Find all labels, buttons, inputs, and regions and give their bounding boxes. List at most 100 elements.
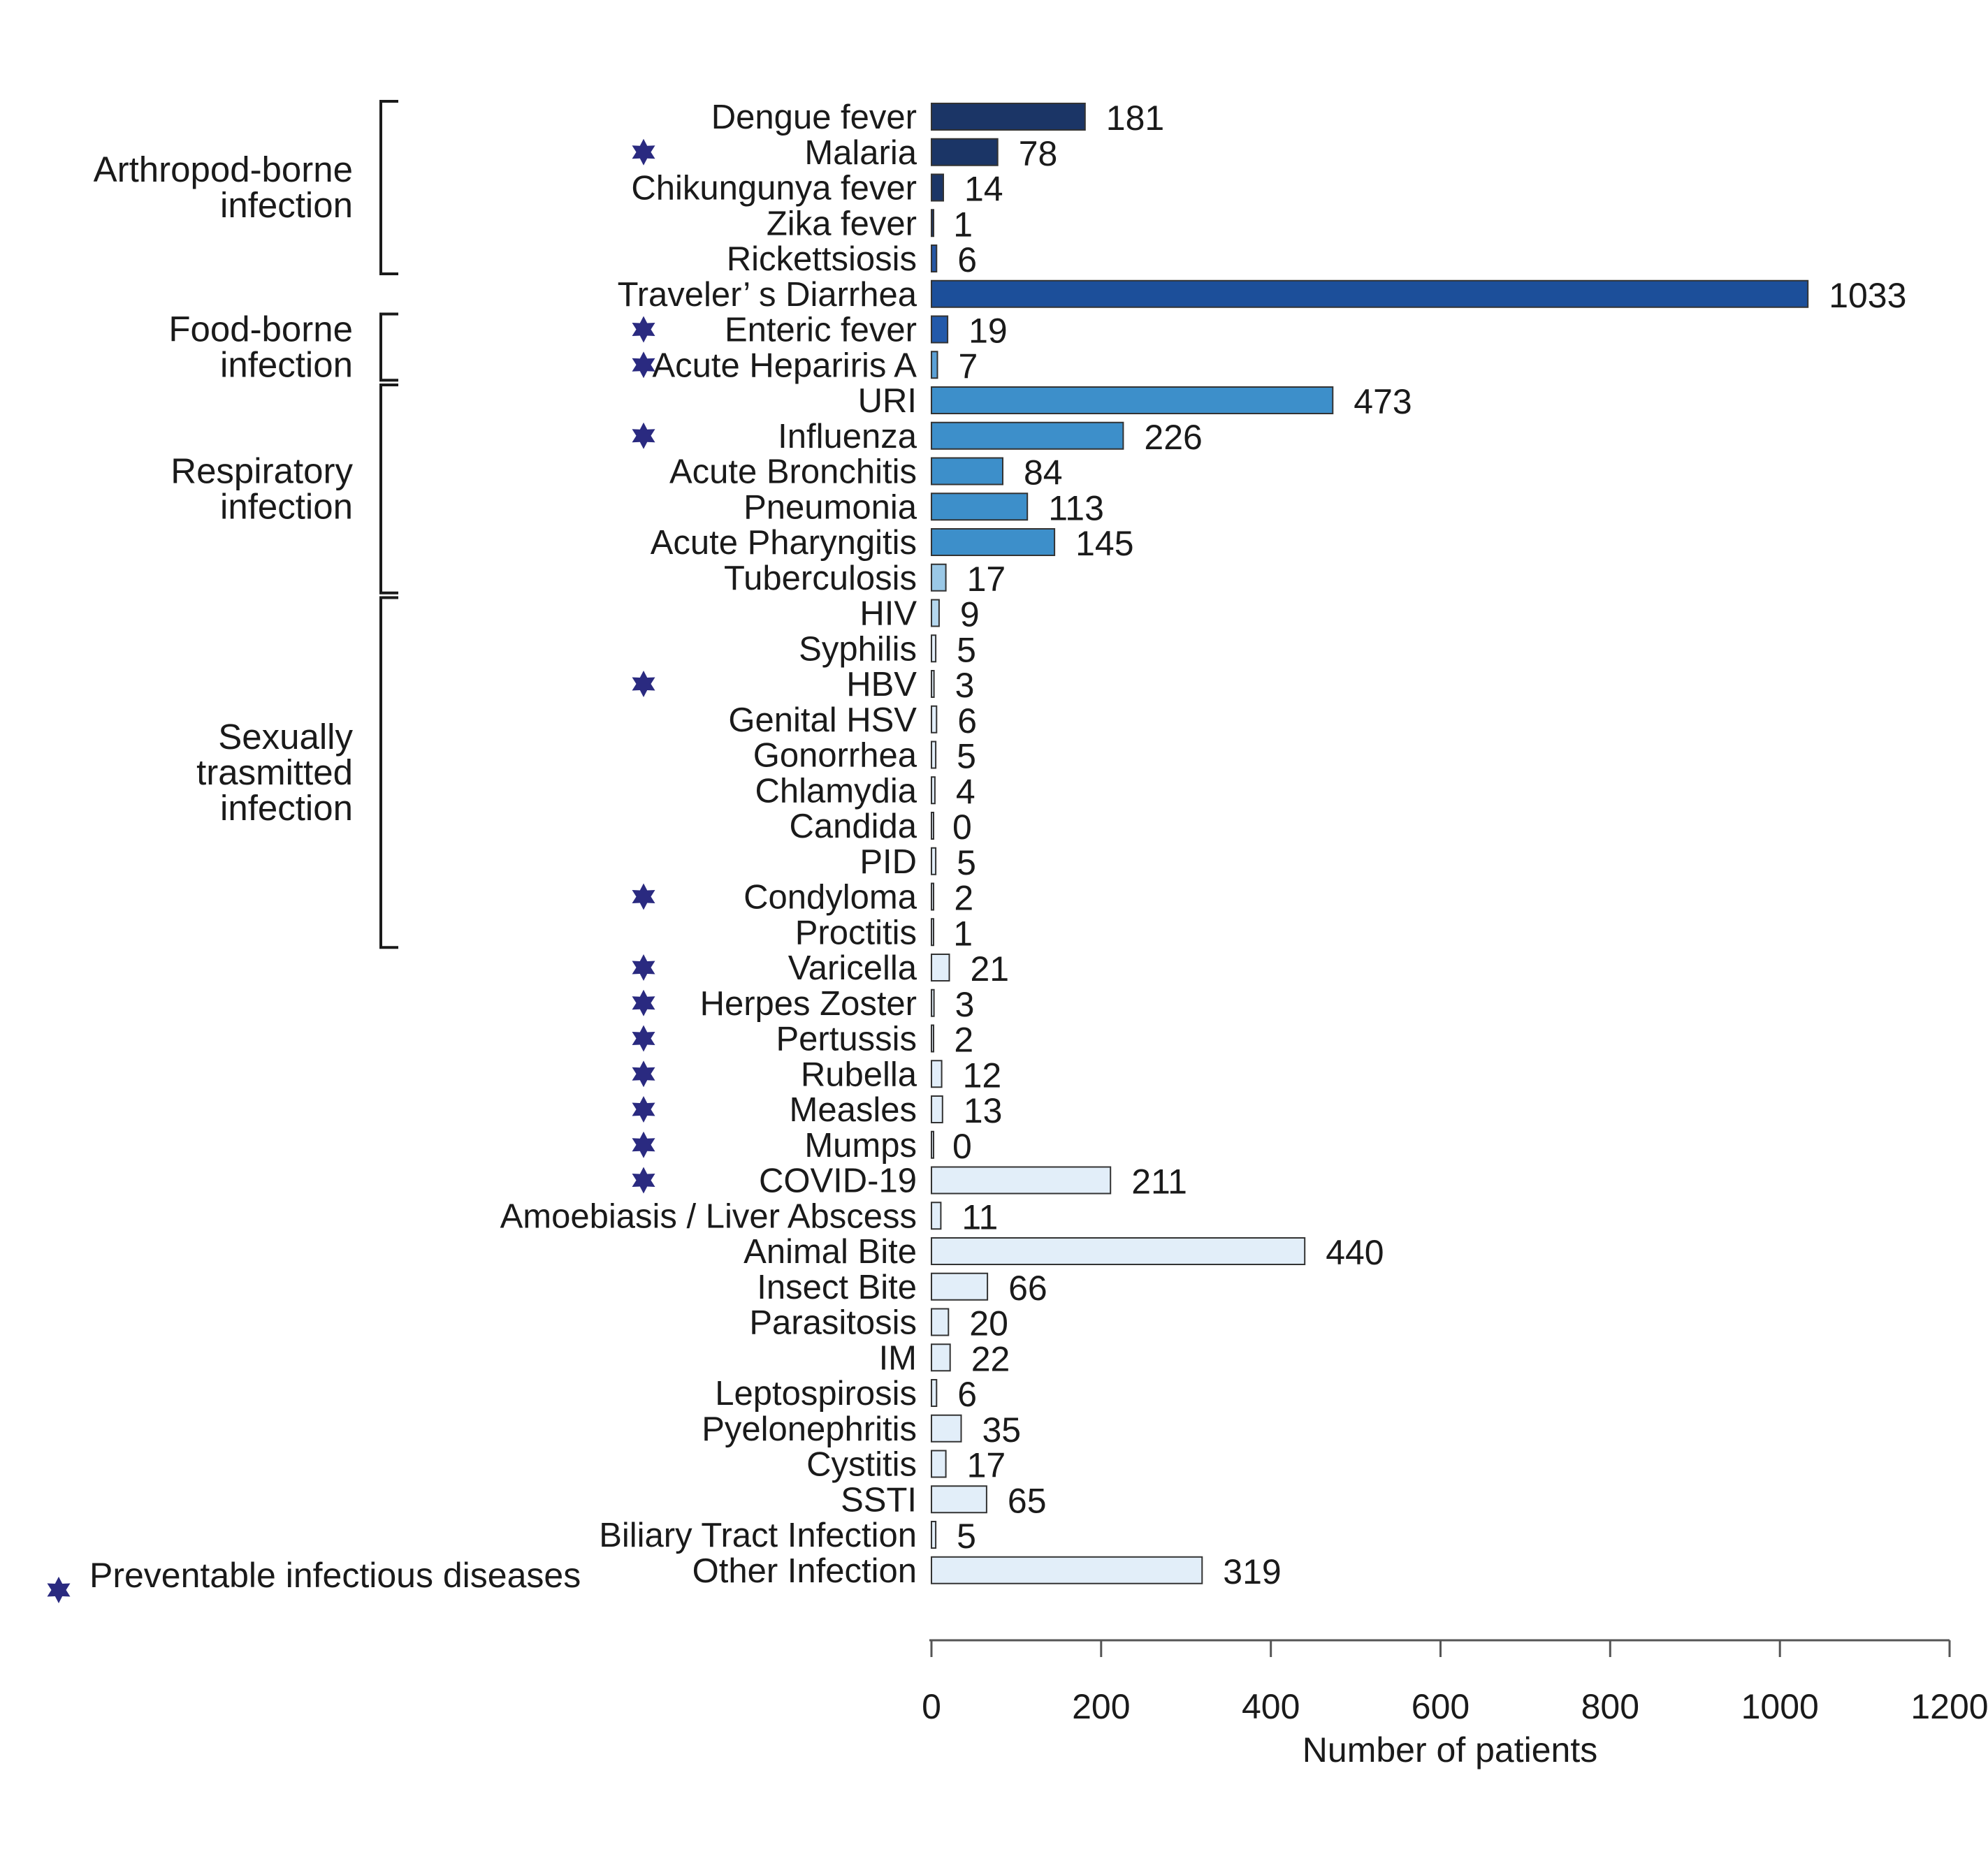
bar bbox=[931, 1237, 1306, 1265]
category-label: Chikungunya fever bbox=[631, 170, 917, 207]
category-label: PID bbox=[859, 843, 917, 881]
bar bbox=[931, 279, 1809, 308]
category-label: Pyelonephritis bbox=[702, 1410, 917, 1448]
bar bbox=[931, 1130, 934, 1159]
x-tick-label: 400 bbox=[1242, 1687, 1300, 1726]
bar bbox=[931, 421, 1124, 450]
category-label: Proctitis bbox=[795, 914, 917, 951]
value-label: 5 bbox=[957, 1517, 976, 1556]
group-label: Respiratory bbox=[170, 451, 353, 490]
value-label: 2 bbox=[954, 1021, 973, 1060]
category-label: Herpes Zoster bbox=[700, 985, 917, 1023]
x-axis: 0 200 400 600 800 1000 1200 Number of patients bbox=[922, 1639, 1988, 1770]
category-label: Malaria bbox=[804, 134, 917, 172]
value-label: 65 bbox=[1008, 1481, 1047, 1520]
bar bbox=[931, 1379, 938, 1407]
x-tick-label: 200 bbox=[1072, 1687, 1130, 1726]
legend-label: Preventable infectious diseases bbox=[89, 1556, 581, 1595]
category-label: URI bbox=[858, 382, 917, 420]
bar bbox=[931, 1272, 989, 1301]
bar bbox=[931, 847, 937, 875]
value-label: 22 bbox=[971, 1339, 1010, 1378]
category-label: Cystitis bbox=[806, 1446, 917, 1484]
bar bbox=[931, 528, 1056, 556]
bar bbox=[931, 599, 940, 627]
value-label: 6 bbox=[957, 240, 977, 279]
star-icon bbox=[632, 883, 655, 910]
category-label: COVID-19 bbox=[759, 1162, 917, 1200]
bar bbox=[931, 670, 935, 698]
category-label: Mumps bbox=[804, 1127, 917, 1165]
group-brackets: Arthropod-borneinfectionFood-borneinfect… bbox=[94, 100, 398, 949]
category-label: Dengue fever bbox=[711, 99, 917, 136]
bar bbox=[931, 563, 947, 592]
preventable-stars bbox=[632, 138, 655, 1194]
star-icon bbox=[632, 316, 655, 343]
bar bbox=[931, 1202, 942, 1230]
value-label: 19 bbox=[968, 312, 1008, 351]
value-label: 4 bbox=[956, 772, 975, 811]
star-icon bbox=[632, 138, 655, 166]
value-label: 145 bbox=[1075, 524, 1133, 563]
star-icon bbox=[632, 1167, 655, 1194]
bar bbox=[931, 493, 1029, 521]
group-label: infection bbox=[220, 344, 353, 384]
bar bbox=[931, 103, 1086, 131]
bar bbox=[931, 1024, 934, 1053]
value-label: 3 bbox=[955, 985, 975, 1024]
category-label: Chlamydia bbox=[755, 772, 917, 810]
value-label: 17 bbox=[967, 1446, 1006, 1485]
star-icon bbox=[632, 954, 655, 981]
star-icon bbox=[632, 671, 655, 697]
bar bbox=[931, 1485, 987, 1514]
x-tick-label: 800 bbox=[1581, 1687, 1639, 1726]
value-label: 6 bbox=[957, 1375, 977, 1414]
category-label: IM bbox=[879, 1339, 917, 1377]
star-icon bbox=[632, 989, 655, 1016]
bar bbox=[931, 705, 938, 734]
category-label: Other Infection bbox=[692, 1552, 917, 1590]
bar bbox=[931, 740, 937, 769]
category-label: Candida bbox=[789, 808, 917, 845]
value-label: 1 bbox=[953, 205, 973, 244]
category-label: HIV bbox=[859, 595, 917, 633]
group-label: infection bbox=[220, 185, 353, 225]
value-label: 6 bbox=[957, 701, 977, 740]
category-label: Rubella bbox=[801, 1056, 917, 1093]
bar bbox=[931, 138, 999, 166]
category-label: Parasitosis bbox=[749, 1304, 917, 1342]
bar bbox=[931, 1343, 951, 1372]
star-icon bbox=[47, 1577, 71, 1603]
category-label: Animal Bite bbox=[743, 1233, 917, 1271]
category-label: HBV bbox=[846, 666, 917, 703]
category-label: Biliary Tract Infection bbox=[599, 1517, 917, 1554]
group-label: trasmitted bbox=[196, 752, 353, 792]
group-bracket bbox=[379, 100, 398, 275]
value-label: 5 bbox=[957, 630, 976, 669]
value-label: 9 bbox=[960, 595, 980, 634]
value-label: 319 bbox=[1223, 1552, 1281, 1591]
value-label: 17 bbox=[967, 560, 1006, 599]
bar bbox=[931, 173, 944, 202]
value-label: 13 bbox=[964, 1091, 1003, 1130]
category-label: Gonorrhea bbox=[753, 737, 917, 775]
category-label: Pneumonia bbox=[743, 488, 917, 526]
value-label: 0 bbox=[952, 1127, 972, 1166]
group-label: infection bbox=[220, 486, 353, 526]
category-label: Enteric fever bbox=[725, 312, 917, 349]
category-label: Leptospirosis bbox=[715, 1375, 917, 1413]
value-label: 12 bbox=[963, 1056, 1002, 1095]
value-label: 226 bbox=[1144, 418, 1202, 457]
x-tick-label: 1000 bbox=[1741, 1687, 1819, 1726]
bar bbox=[931, 812, 934, 840]
bar bbox=[931, 1166, 1112, 1195]
category-label: Measles bbox=[790, 1091, 917, 1129]
group-label: Food-borne bbox=[168, 309, 353, 349]
category-label: Influenza bbox=[778, 418, 917, 455]
category-label: Varicella bbox=[788, 949, 917, 987]
value-label: 66 bbox=[1008, 1269, 1047, 1308]
bar bbox=[931, 882, 934, 911]
